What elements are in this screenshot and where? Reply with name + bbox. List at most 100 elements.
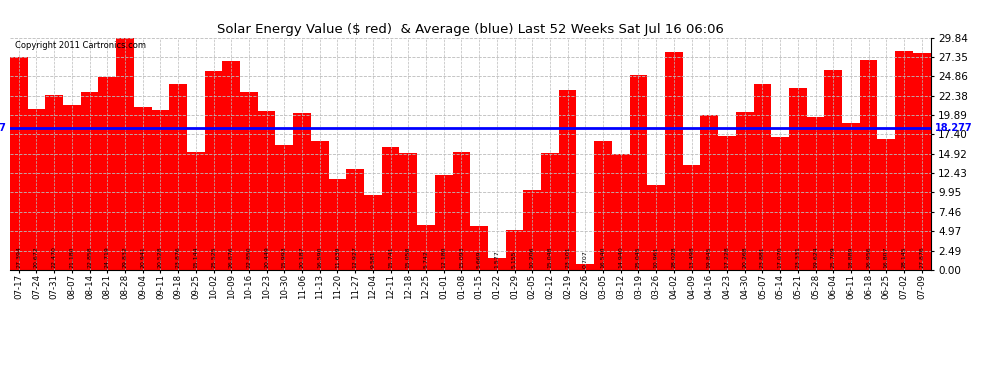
Bar xyxy=(311,141,329,270)
Text: 11.639: 11.639 xyxy=(335,246,340,268)
Bar xyxy=(329,179,346,270)
Text: 23.881: 23.881 xyxy=(760,246,765,268)
Text: 16.807: 16.807 xyxy=(884,246,889,268)
Bar xyxy=(205,71,223,270)
Text: 18.277: 18.277 xyxy=(935,123,972,133)
Text: 25.709: 25.709 xyxy=(831,246,836,268)
Bar xyxy=(506,230,524,270)
Bar xyxy=(223,61,241,270)
Bar xyxy=(346,169,364,270)
Bar xyxy=(771,137,789,270)
Text: 20.449: 20.449 xyxy=(264,246,269,268)
Bar xyxy=(753,84,771,270)
Text: 20.528: 20.528 xyxy=(157,246,163,268)
Bar xyxy=(542,153,558,270)
Bar xyxy=(187,152,205,270)
Bar xyxy=(842,123,859,270)
Bar xyxy=(293,113,311,270)
Bar xyxy=(630,75,647,270)
Bar xyxy=(612,154,630,270)
Text: Copyright 2011 Cartronics.com: Copyright 2011 Cartronics.com xyxy=(15,41,146,50)
Bar xyxy=(558,90,576,270)
Text: 0.707: 0.707 xyxy=(583,250,588,268)
Bar xyxy=(736,112,753,270)
Text: 25.525: 25.525 xyxy=(211,246,216,268)
Bar xyxy=(807,117,825,270)
Text: 1.577: 1.577 xyxy=(494,250,499,268)
Text: 5.155: 5.155 xyxy=(512,250,517,268)
Bar xyxy=(435,175,452,270)
Bar xyxy=(576,264,594,270)
Bar xyxy=(859,60,877,270)
Text: 15.741: 15.741 xyxy=(388,246,393,268)
Text: 17.228: 17.228 xyxy=(725,246,730,268)
Bar xyxy=(151,110,169,270)
Text: 10.961: 10.961 xyxy=(653,246,658,268)
Bar xyxy=(470,226,488,270)
Text: 23.101: 23.101 xyxy=(565,246,570,268)
Bar xyxy=(789,88,807,270)
Text: 21.180: 21.180 xyxy=(69,246,74,268)
Bar xyxy=(488,258,506,270)
Title: Solar Energy Value ($ red)  & Average (blue) Last 52 Weeks Sat Jul 16 06:06: Solar Energy Value ($ red) & Average (bl… xyxy=(217,23,724,36)
Bar xyxy=(364,195,382,270)
Text: 24.719: 24.719 xyxy=(105,246,110,268)
Bar xyxy=(257,111,275,270)
Text: 19.845: 19.845 xyxy=(707,246,712,268)
Bar xyxy=(81,92,98,270)
Bar xyxy=(134,107,151,270)
Text: 28.145: 28.145 xyxy=(902,246,907,268)
Bar xyxy=(524,190,542,270)
Bar xyxy=(700,116,718,270)
Text: 20.187: 20.187 xyxy=(300,246,305,268)
Text: 16.590: 16.590 xyxy=(317,246,323,268)
Bar xyxy=(169,84,187,270)
Text: 5.742: 5.742 xyxy=(424,250,429,268)
Bar xyxy=(382,147,399,270)
Text: 15.144: 15.144 xyxy=(193,246,198,268)
Bar xyxy=(98,77,116,270)
Bar xyxy=(877,139,895,270)
Text: 18.37: 18.37 xyxy=(0,123,7,133)
Text: 18.889: 18.889 xyxy=(848,246,853,268)
Text: 27.876: 27.876 xyxy=(920,246,925,268)
Text: 15.993: 15.993 xyxy=(282,246,287,268)
Text: 22.470: 22.470 xyxy=(51,246,56,268)
Text: 26.876: 26.876 xyxy=(229,246,234,268)
Text: 29.832: 29.832 xyxy=(123,246,128,268)
Text: 15.093: 15.093 xyxy=(459,246,464,268)
Bar xyxy=(63,105,81,270)
Text: 23.876: 23.876 xyxy=(175,246,180,268)
Text: 13.498: 13.498 xyxy=(689,246,694,268)
Bar xyxy=(240,92,257,270)
Text: 20.268: 20.268 xyxy=(742,246,747,268)
Text: 12.927: 12.927 xyxy=(352,246,357,268)
Text: 19.624: 19.624 xyxy=(813,246,818,268)
Bar xyxy=(647,184,665,270)
Bar xyxy=(417,225,435,270)
Bar xyxy=(10,57,28,270)
Text: 5.669: 5.669 xyxy=(476,250,481,268)
Bar xyxy=(116,38,134,270)
Bar xyxy=(825,70,842,270)
Bar xyxy=(399,153,417,270)
Bar xyxy=(665,52,683,270)
Bar xyxy=(46,95,63,270)
Text: 27.394: 27.394 xyxy=(16,246,21,268)
Bar xyxy=(683,165,700,270)
Text: 17.070: 17.070 xyxy=(777,246,783,268)
Bar xyxy=(275,146,293,270)
Text: 20.941: 20.941 xyxy=(141,246,146,268)
Text: 26.956: 26.956 xyxy=(866,246,871,268)
Bar xyxy=(28,109,46,270)
Text: 22.850: 22.850 xyxy=(247,246,251,268)
Bar xyxy=(452,152,470,270)
Text: 15.048: 15.048 xyxy=(547,246,552,268)
Text: 23.331: 23.331 xyxy=(795,246,800,268)
Text: 14.940: 14.940 xyxy=(618,246,624,268)
Bar xyxy=(718,136,736,270)
Text: 12.180: 12.180 xyxy=(442,246,446,268)
Text: 10.206: 10.206 xyxy=(530,246,535,268)
Bar xyxy=(895,51,913,270)
Text: 22.858: 22.858 xyxy=(87,246,92,268)
